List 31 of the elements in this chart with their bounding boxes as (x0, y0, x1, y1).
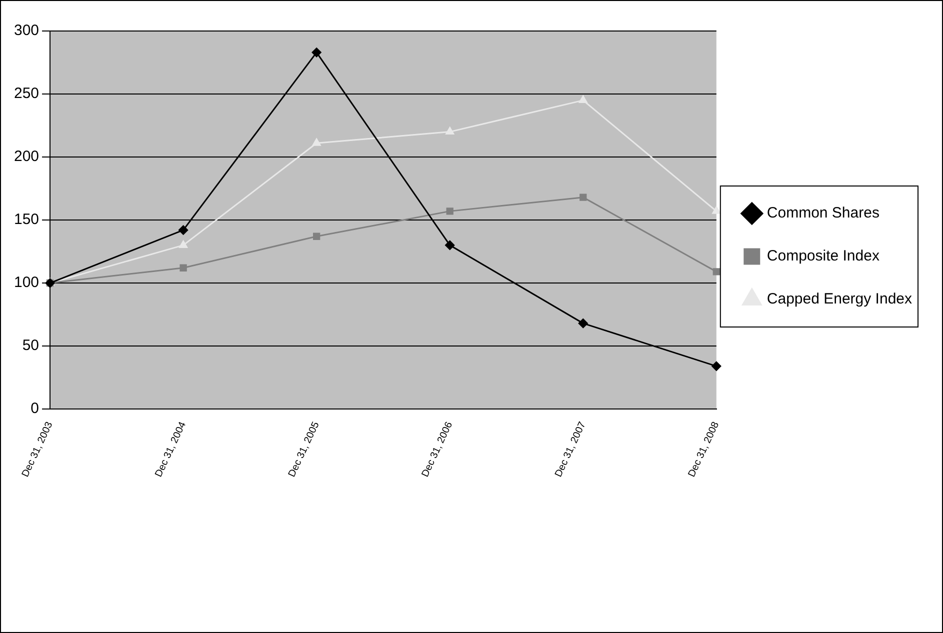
point (180, 264, 187, 272)
y-tick-label: 200 (14, 148, 40, 166)
point (446, 208, 454, 215)
point (445, 240, 455, 250)
y-tick-label: 0 (30, 400, 40, 418)
point (313, 232, 320, 240)
y-tick-label: 100 (14, 274, 40, 292)
x-tick-label: Dec 31, 2007 (553, 420, 589, 479)
point (178, 225, 188, 235)
point (580, 194, 587, 201)
point (312, 48, 322, 58)
x-tick-label: Dec 31, 2003 (20, 420, 56, 479)
point (712, 206, 721, 214)
y-tick-label: 250 (14, 85, 40, 102)
point (179, 240, 188, 248)
point (446, 127, 454, 135)
point (578, 96, 588, 104)
point (712, 361, 722, 371)
legend-label: Capped Energy Index (766, 290, 912, 308)
point (578, 318, 588, 328)
y-tick-label: 50 (22, 337, 40, 354)
legend-label: Common Shares (766, 204, 880, 222)
y-tick-label: 150 (14, 211, 40, 228)
x-tick-label: Dec 31, 2004 (153, 420, 189, 479)
legend-label: Composite Index (766, 248, 880, 265)
x-tick-label: Dec 31, 2008 (686, 420, 722, 479)
x-tick-label: Dec 31, 2005 (286, 420, 322, 479)
point (712, 268, 720, 276)
point (312, 138, 321, 146)
y-tick-label: 300 (14, 22, 40, 40)
x-tick-label: Dec 31, 2006 (420, 420, 456, 479)
